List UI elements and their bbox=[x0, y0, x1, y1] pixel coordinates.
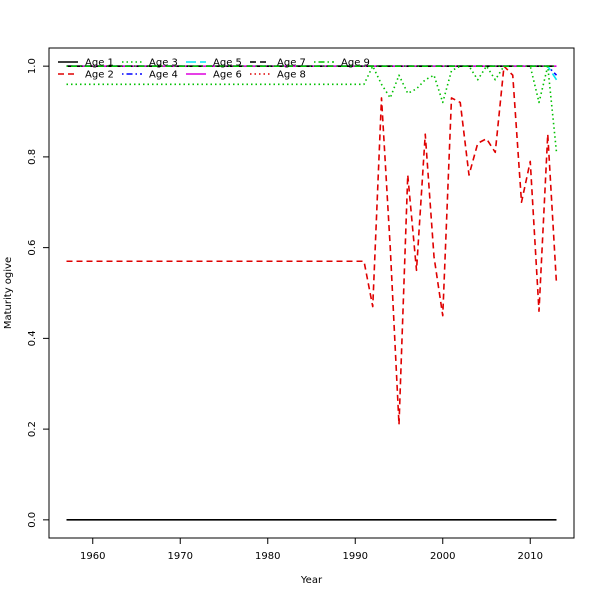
y-tick-label: 0.0 bbox=[27, 512, 38, 528]
legend-label: Age 1 bbox=[85, 58, 114, 69]
y-axis: 0.0 0.2 0.4 0.6 0.8 1.0 bbox=[27, 58, 49, 528]
plot-frame bbox=[48, 47, 575, 539]
y-tick-label: 1.0 bbox=[27, 58, 38, 74]
legend-label: Age 4 bbox=[149, 70, 178, 81]
x-tick-label: 2000 bbox=[430, 551, 455, 562]
x-tick-label: 1990 bbox=[343, 551, 368, 562]
y-tick-label: 0.2 bbox=[27, 421, 38, 437]
legend-label: Age 7 bbox=[277, 58, 306, 69]
x-tick-label: 1960 bbox=[80, 551, 105, 562]
x-tick-label: 2010 bbox=[518, 551, 543, 562]
legend-label: Age 9 bbox=[341, 58, 370, 69]
y-axis-label: Maturity ogive bbox=[3, 257, 14, 329]
legend-label: Age 8 bbox=[277, 70, 306, 81]
legend-label: Age 6 bbox=[213, 70, 242, 81]
y-tick-label: 0.8 bbox=[27, 149, 38, 165]
x-tick-label: 1970 bbox=[168, 551, 193, 562]
legend-label: Age 3 bbox=[149, 58, 178, 69]
y-tick-label: 0.4 bbox=[27, 330, 38, 346]
x-axis-label: Year bbox=[300, 575, 323, 586]
legend-label: Age 5 bbox=[213, 58, 242, 69]
legend-label: Age 2 bbox=[85, 70, 114, 81]
y-tick-label: 0.6 bbox=[27, 240, 38, 256]
x-tick-label: 1980 bbox=[255, 551, 280, 562]
series-layer bbox=[66, 65, 558, 521]
x-axis: 1960 1970 1980 1990 2000 2010 bbox=[80, 538, 543, 562]
